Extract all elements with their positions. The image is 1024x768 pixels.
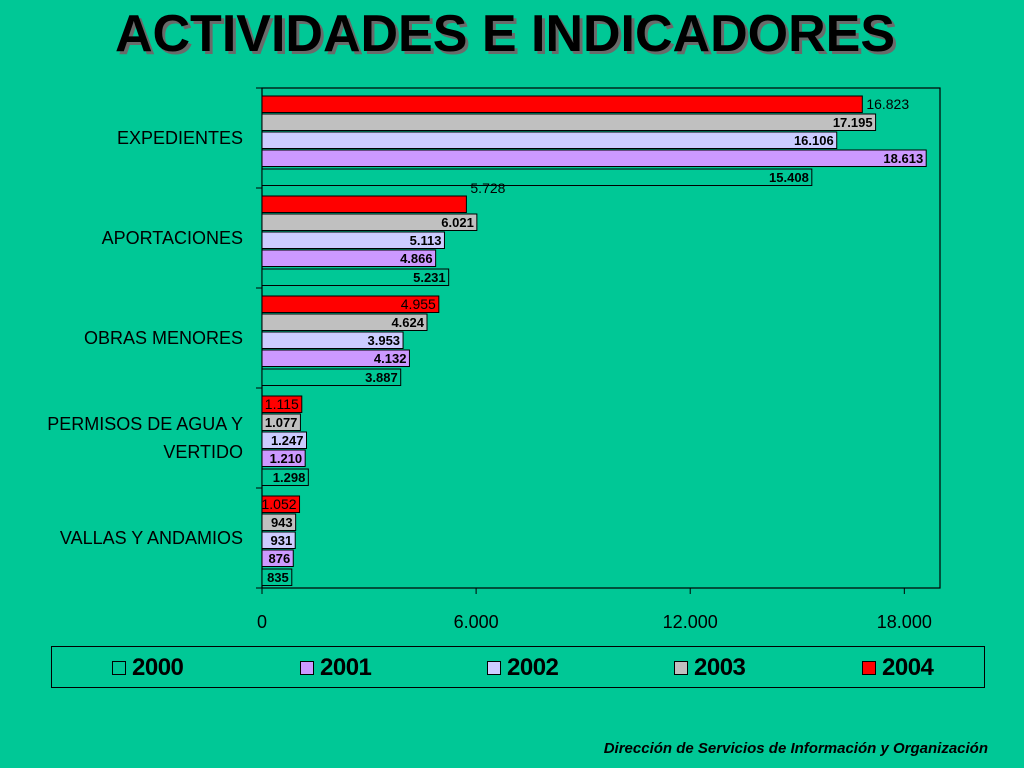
- legend-swatch: [862, 661, 876, 675]
- data-label: 4.132: [374, 351, 407, 366]
- data-label: 835: [267, 570, 289, 585]
- data-label: 5.113: [410, 233, 442, 248]
- category-label: APORTACIONES: [102, 228, 243, 248]
- category-label: VALLAS Y ANDAMIOS: [60, 528, 243, 548]
- bar-2003: [261, 313, 428, 331]
- legend-label: 2000: [132, 654, 184, 681]
- data-label: 18.613: [883, 151, 923, 166]
- bar-2001: [261, 249, 437, 267]
- data-label: 3.953: [368, 333, 401, 348]
- legend-swatch: [300, 661, 314, 675]
- bar-2002: [261, 131, 838, 149]
- bar-2001: [261, 549, 294, 567]
- data-label: 4.624: [391, 315, 424, 330]
- legend-label: 2004: [882, 654, 934, 681]
- legend-label: 2002: [507, 654, 559, 681]
- bar-2003: [261, 113, 877, 131]
- legend-swatch: [112, 661, 126, 675]
- bar-2002: [261, 431, 307, 449]
- x-tick-label: 12.000: [663, 612, 718, 632]
- bar-2003: [261, 513, 297, 531]
- bar-2001: [261, 149, 927, 167]
- page-title: ACTIVIDADES E INDICADORES: [114, 5, 896, 63]
- data-label: 1.298: [273, 470, 306, 485]
- data-label: 1.077: [265, 415, 298, 430]
- data-label: 16.106: [794, 133, 834, 148]
- legend-label: 2003: [694, 654, 746, 681]
- data-label: 17.195: [833, 115, 873, 130]
- data-label: 4.866: [400, 251, 433, 266]
- data-label: 5.231: [413, 270, 446, 285]
- data-label: 4.955: [401, 296, 436, 312]
- data-label: 1.247: [271, 433, 304, 448]
- data-label: 931: [271, 533, 293, 548]
- bar-2000: [261, 568, 293, 586]
- data-label: 1.052: [261, 496, 296, 512]
- bar-2001: [261, 449, 306, 467]
- legend-swatch: [674, 661, 688, 675]
- category-label: PERMISOS DE AGUA Y: [47, 414, 243, 434]
- category-label: OBRAS MENORES: [84, 328, 243, 348]
- bar-2002: [261, 531, 296, 549]
- data-label: 16.823: [866, 96, 909, 112]
- bar-2003: [261, 213, 478, 231]
- bar-2000: [261, 468, 309, 486]
- bar-2001: [261, 349, 410, 367]
- data-label: 876: [269, 551, 291, 566]
- chart-legend: 2000 2001 2002 2003 2004: [51, 646, 985, 688]
- data-label: 943: [271, 515, 293, 530]
- data-label: 1.115: [265, 396, 299, 412]
- bar-2002: [261, 231, 445, 249]
- data-label: 15.408: [769, 170, 809, 185]
- x-tick-label: 0: [257, 612, 267, 632]
- footer-text: Dirección de Servicios de Información y …: [603, 740, 988, 757]
- data-label: 1.210: [270, 451, 303, 466]
- category-label: EXPEDIENTES: [117, 128, 243, 148]
- bar-2002: [261, 331, 404, 349]
- bar-2004: [261, 195, 467, 213]
- x-tick-label: 18.000: [877, 612, 932, 632]
- bar-2000: [261, 368, 402, 386]
- category-label: VERTIDO: [163, 442, 243, 462]
- legend-label: 2001: [320, 654, 372, 681]
- data-label: 6.021: [441, 215, 474, 230]
- legend-swatch: [487, 661, 501, 675]
- bar-2004: [261, 295, 440, 313]
- bar-2000: [261, 168, 813, 186]
- data-label: 5.728: [470, 180, 505, 196]
- bar-2003: [261, 413, 301, 431]
- bar-2004: [261, 395, 303, 413]
- data-label: 3.887: [365, 370, 398, 385]
- bar-2000: [261, 268, 450, 286]
- bar-2004: [261, 495, 301, 513]
- x-tick-label: 6.000: [454, 612, 499, 632]
- bar-2004: [261, 95, 863, 113]
